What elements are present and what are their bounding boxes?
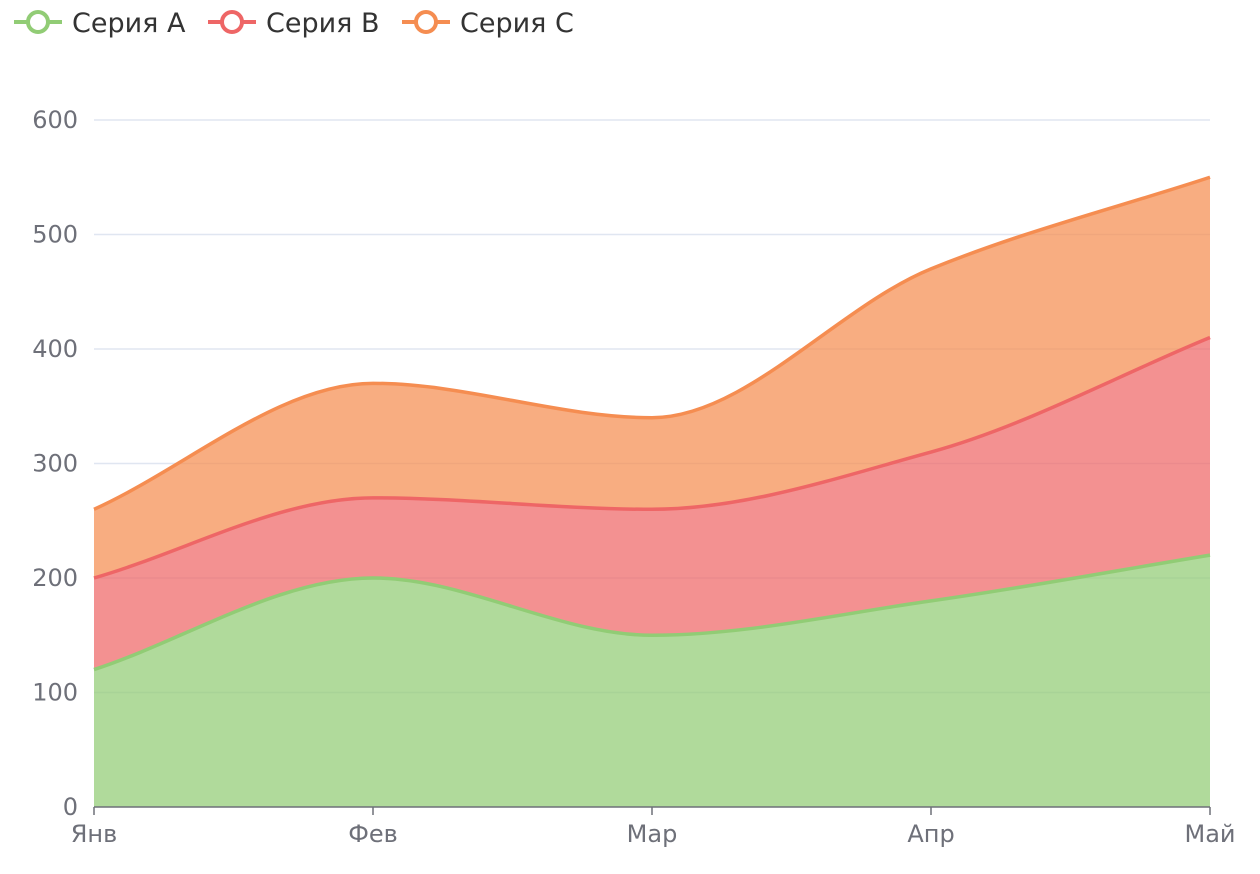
legend-circle-icon [220, 10, 244, 34]
x-tick-label: Янв [71, 820, 118, 848]
y-axis: 0 100 200 300 400 500 600 [32, 106, 78, 821]
legend-label: Серия B [266, 8, 380, 39]
legend-item-3[interactable]: Серия C [402, 8, 574, 39]
y-tick-label: 600 [32, 106, 78, 134]
legend-circle-icon [414, 10, 438, 34]
x-tick-label: Фев [348, 820, 398, 848]
y-tick-label: 100 [32, 679, 78, 707]
area-series-3 [94, 177, 1210, 578]
legend-label: Серия A [72, 8, 186, 39]
line-series-2 [93, 335, 1211, 580]
x-tick-label: Май [1184, 820, 1235, 848]
y-tick-label: 500 [32, 221, 78, 249]
y-tick-label: 0 [63, 793, 78, 821]
line-series-3 [93, 175, 1211, 511]
line-series-1 [93, 553, 1211, 672]
x-axis: Янв Фев Мар Апр Май [71, 806, 1236, 848]
y-tick-label: 200 [32, 564, 78, 592]
x-tick-label: Апр [907, 820, 954, 848]
y-tick-label: 300 [32, 450, 78, 478]
area-series-1 [94, 555, 1210, 807]
legend-item-2[interactable]: Серия B [208, 8, 380, 39]
legend-item-1[interactable]: Серия A [14, 8, 186, 39]
legend-label: Серия C [460, 8, 574, 39]
legend-circle-icon [26, 10, 50, 34]
area-series-2 [94, 337, 1210, 670]
x-tick-label: Мар [627, 820, 678, 848]
series-areas [94, 177, 1210, 807]
legend[interactable]: Серия A Серия B Серия C [14, 8, 574, 39]
series-lines [93, 175, 1211, 672]
y-tick-label: 400 [32, 335, 78, 363]
